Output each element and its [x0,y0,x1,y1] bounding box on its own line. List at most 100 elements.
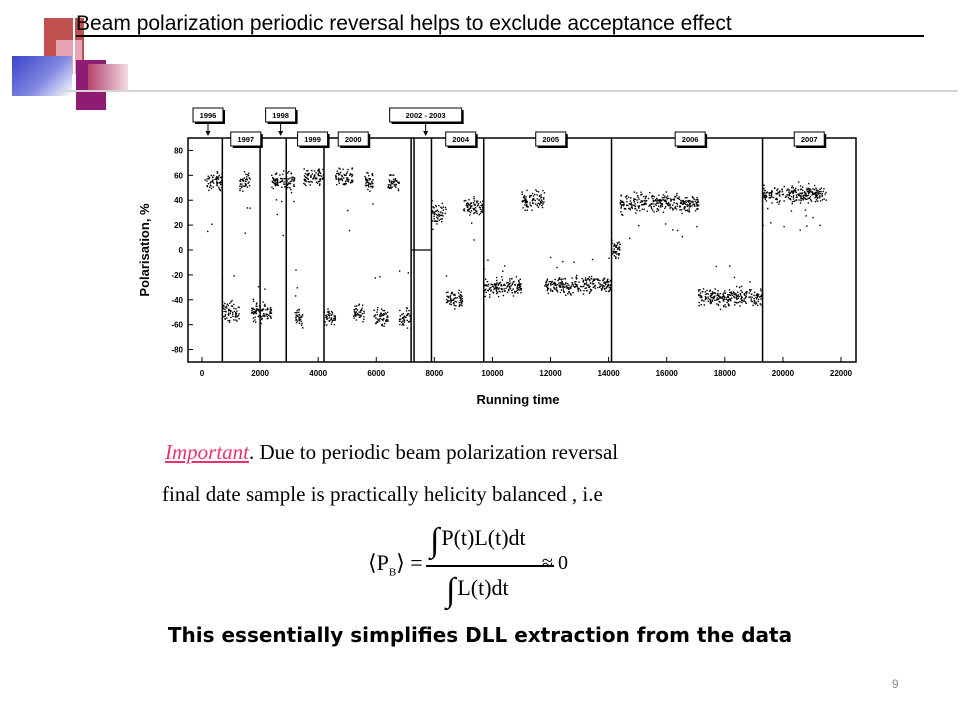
data-point [807,197,809,199]
data-point [530,194,533,197]
data-point [536,194,538,196]
data-point [676,205,679,207]
data-point [395,184,397,186]
data-point [707,297,709,300]
data-point [549,256,552,259]
data-point [253,313,255,315]
data-point [230,310,232,313]
data-point [562,287,565,289]
data-point [631,206,633,209]
data-point [590,275,593,278]
x-tick-label: 14000 [598,369,621,378]
data-point [399,323,401,326]
data-point [304,178,307,181]
data-point [440,221,443,223]
data-point [625,196,627,198]
data-point [355,311,358,313]
data-point [583,290,585,292]
data-point [266,315,269,317]
data-point [254,316,256,318]
data-point [498,282,500,285]
data-point [474,204,476,206]
data-point [672,204,674,206]
data-point [514,283,516,286]
data-point [739,305,741,307]
data-point [745,293,748,295]
data-point [391,180,393,182]
year-label: 2000 [345,135,362,144]
data-point [757,300,759,303]
data-point [216,184,218,187]
data-point [365,177,367,179]
data-point [266,308,269,311]
data-point [817,196,819,199]
data-point [323,324,326,326]
data-point [676,203,679,205]
data-point [362,321,364,323]
data-point [689,200,691,202]
data-point [802,195,805,197]
data-point [575,276,577,279]
data-point [450,300,452,302]
data-point [806,190,809,193]
data-point [479,212,482,215]
data-point [696,201,699,204]
data-point [810,200,813,202]
data-point [722,305,725,307]
data-point [451,291,453,294]
data-point [432,211,435,214]
data-point [441,214,443,216]
data-point [460,296,462,298]
data-point [521,193,523,196]
data-point [436,223,438,225]
data-point [375,323,377,325]
data-point [313,170,316,172]
data-point [280,177,282,180]
data-point [270,310,272,312]
data-point [378,318,380,321]
data-point [366,184,368,186]
data-point [307,173,310,176]
data-point [340,178,342,180]
data-point [303,175,306,177]
data-point [511,289,513,292]
data-point [631,205,633,208]
data-point [661,203,663,205]
data-point [599,279,601,282]
data-point [483,290,485,292]
data-point [367,172,369,174]
data-point [775,197,778,200]
data-point [300,316,302,318]
data-point [807,194,810,196]
data-point [558,277,561,279]
data-point [814,194,817,196]
data-point [555,289,558,292]
data-point [558,278,560,281]
data-point [588,284,590,286]
data-point [381,315,383,317]
data-point [603,278,605,280]
data-point [568,286,570,289]
data-point [597,286,599,289]
data-point [792,198,795,200]
data-point [353,309,356,311]
data-point [261,308,263,311]
data-point [807,191,810,193]
data-point [562,289,565,291]
data-point [729,298,731,301]
data-point [748,288,751,291]
data-point [236,320,238,322]
data-point [514,292,516,294]
data-point [531,192,534,195]
data-point [365,185,367,187]
data-point [233,275,235,277]
year-label-box [793,131,825,147]
data-point [661,203,664,206]
data-point [563,286,566,288]
data-point [393,180,396,183]
data-point [356,313,358,315]
data-point [254,308,256,311]
data-point [385,319,387,322]
data-point [783,200,785,202]
data-point [601,286,604,288]
